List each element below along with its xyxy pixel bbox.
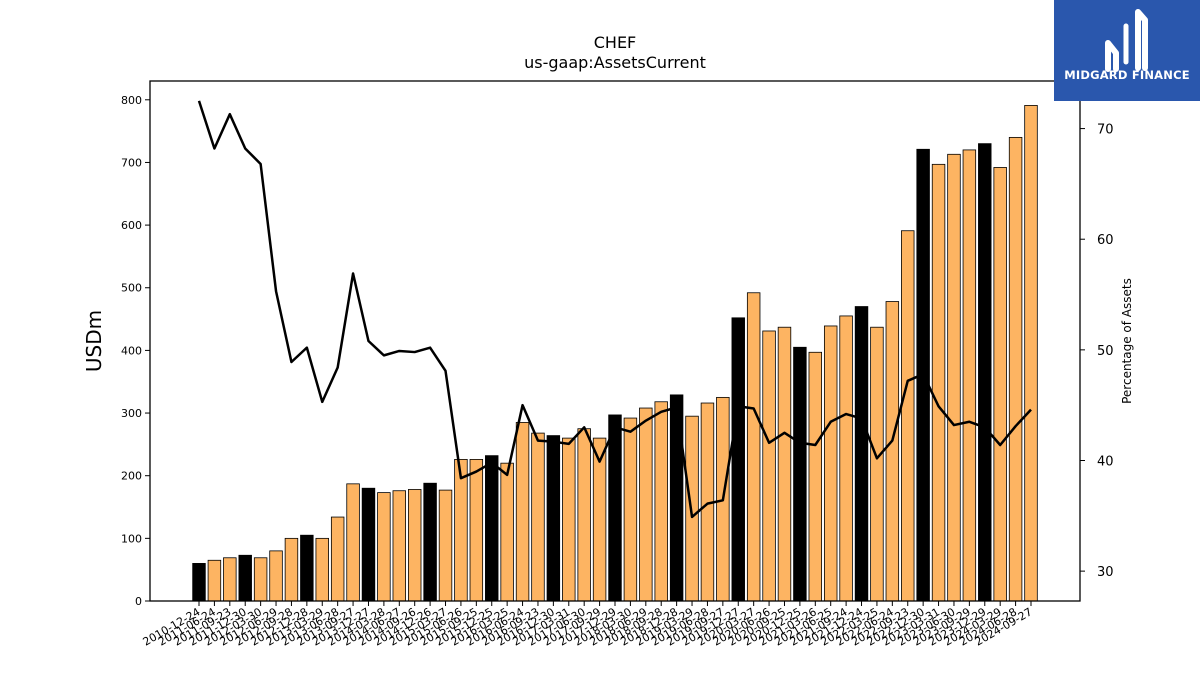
y2-axis-label: Percentage of Assets bbox=[1120, 278, 1134, 404]
bar bbox=[669, 394, 684, 602]
bar bbox=[377, 492, 391, 602]
bar bbox=[931, 163, 946, 602]
bar bbox=[423, 482, 437, 602]
bar bbox=[269, 550, 283, 602]
bar bbox=[346, 483, 360, 602]
bar bbox=[777, 326, 792, 602]
bar bbox=[793, 346, 807, 602]
bar bbox=[1008, 136, 1023, 602]
percentage-line bbox=[197, 100, 1032, 519]
bar bbox=[839, 315, 853, 602]
right-tick-label: 70 bbox=[1097, 123, 1114, 138]
bar bbox=[978, 143, 992, 602]
bars bbox=[192, 105, 1038, 602]
bar bbox=[207, 559, 222, 602]
chart-subtitle: us-gaap:AssetsCurrent bbox=[524, 53, 706, 72]
bar bbox=[885, 301, 900, 602]
left-tick-label: 100 bbox=[121, 532, 142, 545]
right-tick-label: 50 bbox=[1097, 344, 1114, 359]
right-tick-label: 30 bbox=[1097, 565, 1114, 580]
left-tick-label: 500 bbox=[121, 282, 142, 295]
bar bbox=[300, 534, 314, 602]
bar bbox=[654, 401, 668, 602]
bar bbox=[762, 330, 776, 602]
bar bbox=[238, 554, 252, 602]
bar bbox=[623, 417, 638, 602]
bar bbox=[392, 490, 407, 602]
left-tick-label: 800 bbox=[121, 94, 142, 107]
bar bbox=[947, 153, 961, 602]
chart-title: CHEF bbox=[594, 33, 637, 52]
bar bbox=[577, 428, 591, 602]
left-tick-label: 600 bbox=[121, 219, 142, 232]
left-tick-label: 700 bbox=[121, 156, 142, 169]
left-tick-label: 0 bbox=[135, 595, 142, 608]
bar bbox=[854, 306, 869, 602]
y-axis-label: USDm bbox=[82, 310, 106, 372]
bar bbox=[223, 557, 237, 602]
right-tick-label: 60 bbox=[1097, 233, 1114, 248]
brand-logo: MIDGARD FINANCE bbox=[1054, 0, 1200, 101]
bar bbox=[531, 432, 545, 602]
bar bbox=[315, 537, 329, 602]
bar bbox=[962, 149, 977, 602]
bar bbox=[284, 537, 299, 602]
bar bbox=[330, 516, 345, 602]
left-axis-ticks: 0 100 200 300 400 500 600 700 800 bbox=[121, 94, 150, 608]
x-axis-ticks: 2010-12-242011-06-242011-09-232011-12-30… bbox=[141, 601, 1035, 649]
bar bbox=[438, 489, 453, 602]
bar bbox=[546, 435, 561, 602]
bar bbox=[608, 414, 622, 602]
bar bbox=[253, 557, 268, 602]
bar bbox=[746, 292, 761, 602]
bar bbox=[639, 407, 653, 602]
bar bbox=[192, 563, 206, 602]
bar bbox=[901, 230, 915, 602]
bar bbox=[361, 487, 376, 602]
bar bbox=[1024, 105, 1038, 602]
brand-name: MIDGARD FINANCE bbox=[1064, 68, 1190, 82]
bar bbox=[454, 459, 468, 602]
bar bbox=[469, 459, 484, 602]
bar bbox=[485, 455, 499, 602]
bar bbox=[823, 325, 838, 602]
bar bbox=[731, 317, 745, 602]
bar bbox=[515, 422, 530, 602]
bar bbox=[407, 489, 422, 602]
bar bbox=[562, 437, 576, 602]
right-tick-label: 40 bbox=[1097, 454, 1114, 469]
left-tick-label: 400 bbox=[121, 344, 142, 357]
bar bbox=[870, 326, 884, 602]
left-tick-label: 200 bbox=[121, 470, 142, 483]
left-tick-label: 300 bbox=[121, 407, 142, 420]
bar bbox=[808, 351, 823, 602]
bar bbox=[993, 167, 1007, 602]
logo-mark-icon bbox=[1105, 9, 1148, 72]
right-axis-ticks: 30 40 50 60 70 bbox=[1080, 123, 1114, 580]
bar bbox=[500, 462, 514, 602]
